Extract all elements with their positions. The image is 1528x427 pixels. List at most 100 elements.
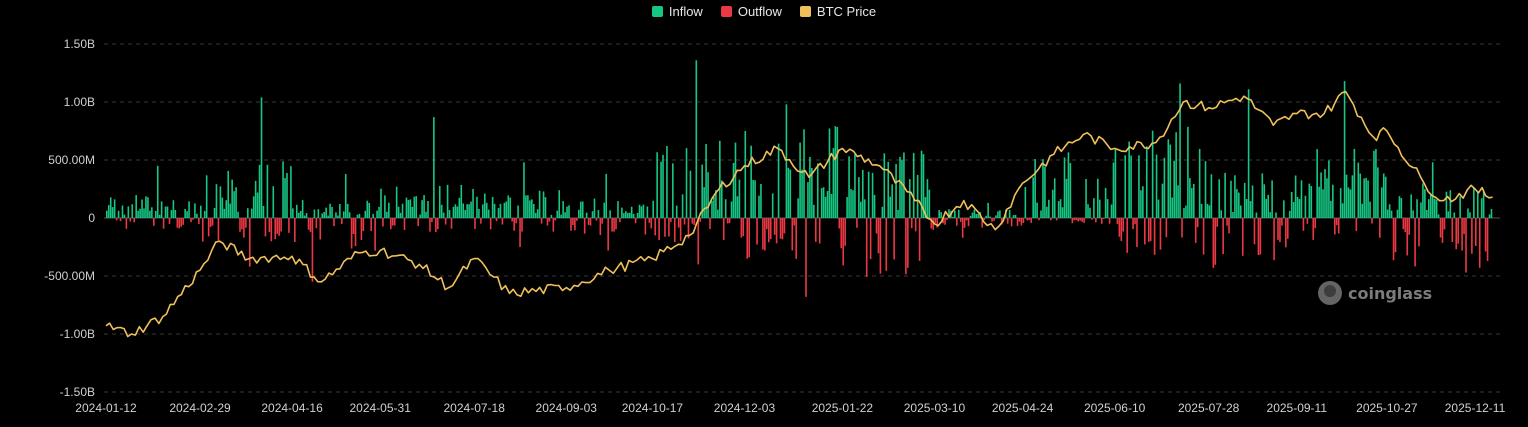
inflow-bar[interactable] [895, 163, 897, 218]
inflow-bar[interactable] [452, 206, 455, 218]
inflow-bar[interactable] [401, 203, 404, 218]
inflow-bar[interactable] [1155, 154, 1158, 218]
outflow-bar[interactable] [793, 218, 796, 226]
outflow-bar[interactable] [607, 218, 609, 251]
inflow-bar[interactable] [252, 196, 255, 218]
inflow-bar[interactable] [258, 164, 261, 218]
outflow-bar[interactable] [1394, 218, 1397, 253]
outflow-bar[interactable] [311, 218, 314, 282]
inflow-bar[interactable] [1089, 207, 1091, 218]
inflow-bar[interactable] [1363, 178, 1365, 218]
inflow-bar[interactable] [1445, 191, 1448, 218]
outflow-bar[interactable] [683, 218, 686, 225]
outflow-bar[interactable] [1134, 218, 1136, 225]
inflow-bar[interactable] [158, 214, 161, 218]
outflow-bar[interactable] [1273, 218, 1275, 261]
inflow-bar[interactable] [1318, 186, 1320, 218]
outflow-bar[interactable] [391, 218, 394, 226]
inflow-bar[interactable] [1361, 203, 1364, 218]
outflow-bar[interactable] [740, 218, 743, 238]
inflow-bar[interactable] [219, 186, 222, 218]
inflow-bar[interactable] [1292, 202, 1295, 218]
outflow-bar[interactable] [552, 218, 555, 232]
inflow-bar[interactable] [1053, 178, 1056, 218]
outflow-bar[interactable] [474, 218, 476, 230]
inflow-bar[interactable] [1048, 199, 1050, 218]
inflow-bar[interactable] [1420, 202, 1422, 218]
outflow-bar[interactable] [942, 218, 944, 224]
inflow-bar[interactable] [147, 197, 149, 218]
outflow-bar[interactable] [805, 218, 807, 297]
inflow-bar[interactable] [1161, 183, 1164, 218]
outflow-bar[interactable] [435, 218, 437, 233]
inflow-bar[interactable] [730, 201, 733, 218]
outflow-bar[interactable] [489, 218, 492, 230]
inflow-bar[interactable] [916, 174, 919, 218]
outflow-bar[interactable] [1071, 218, 1074, 224]
outflow-bar[interactable] [207, 218, 210, 237]
outflow-bar[interactable] [1443, 218, 1446, 230]
outflow-bar[interactable] [875, 218, 878, 234]
inflow-bar[interactable] [811, 167, 813, 218]
inflow-bar[interactable] [225, 200, 228, 218]
inflow-bar[interactable] [1065, 178, 1068, 218]
inflow-bar[interactable] [427, 200, 429, 218]
inflow-bar[interactable] [1051, 189, 1054, 218]
inflow-bar[interactable] [975, 214, 978, 218]
outflow-bar[interactable] [1455, 218, 1458, 250]
inflow-bar[interactable] [327, 215, 329, 218]
inflow-bar[interactable] [830, 193, 833, 218]
inflow-bar[interactable] [1386, 209, 1389, 218]
inflow-bar[interactable] [237, 211, 239, 218]
outflow-bar[interactable] [576, 218, 578, 221]
inflow-bar[interactable] [940, 212, 942, 218]
inflow-bar[interactable] [1482, 190, 1485, 218]
inflow-bar[interactable] [899, 156, 901, 218]
outflow-bar[interactable] [838, 218, 841, 229]
outflow-bar[interactable] [589, 218, 592, 226]
inflow-bar[interactable] [299, 210, 302, 218]
outflow-bar[interactable] [658, 218, 660, 240]
inflow-bar[interactable] [581, 201, 584, 218]
outflow-bar[interactable] [1147, 218, 1150, 242]
inflow-bar[interactable] [973, 209, 976, 218]
inflow-bar[interactable] [166, 206, 169, 218]
inflow-bar[interactable] [954, 210, 956, 218]
inflow-bar[interactable] [1332, 184, 1334, 218]
inflow-bar[interactable] [1097, 178, 1099, 218]
inflow-bar[interactable] [440, 204, 443, 218]
inflow-bar[interactable] [1490, 209, 1493, 218]
inflow-bar[interactable] [527, 195, 529, 218]
outflow-bar[interactable] [309, 218, 312, 232]
inflow-bar[interactable] [999, 210, 1001, 218]
inflow-bar[interactable] [1304, 195, 1307, 218]
inflow-bar[interactable] [397, 206, 400, 218]
inflow-bar[interactable] [1396, 209, 1399, 218]
outflow-bar[interactable] [201, 218, 204, 242]
outflow-bar[interactable] [1439, 218, 1442, 238]
inflow-bar[interactable] [605, 173, 608, 218]
outflow-bar[interactable] [840, 218, 843, 249]
inflow-bar[interactable] [985, 215, 987, 218]
inflow-bar[interactable] [425, 211, 427, 218]
inflow-bar[interactable] [1046, 206, 1048, 218]
inflow-bar[interactable] [250, 208, 253, 218]
inflow-bar[interactable] [405, 197, 408, 218]
inflow-bar[interactable] [143, 208, 145, 218]
inflow-bar[interactable] [1067, 152, 1070, 218]
inflow-bar[interactable] [1249, 201, 1252, 218]
outflow-bar[interactable] [431, 218, 433, 223]
inflow-bar[interactable] [483, 193, 486, 218]
inflow-bar[interactable] [325, 207, 327, 218]
inflow-bar[interactable] [1061, 207, 1064, 218]
inflow-bar[interactable] [1243, 182, 1246, 218]
inflow-bar[interactable] [1175, 132, 1177, 218]
outflow-bar[interactable] [1118, 218, 1121, 237]
inflow-bar[interactable] [1275, 212, 1277, 218]
outflow-bar[interactable] [1228, 218, 1230, 234]
inflow-bar[interactable] [376, 210, 378, 218]
inflow-bar[interactable] [1151, 130, 1154, 218]
outflow-bar[interactable] [687, 218, 690, 239]
inflow-bar[interactable] [342, 211, 345, 218]
outflow-bar[interactable] [981, 218, 984, 228]
